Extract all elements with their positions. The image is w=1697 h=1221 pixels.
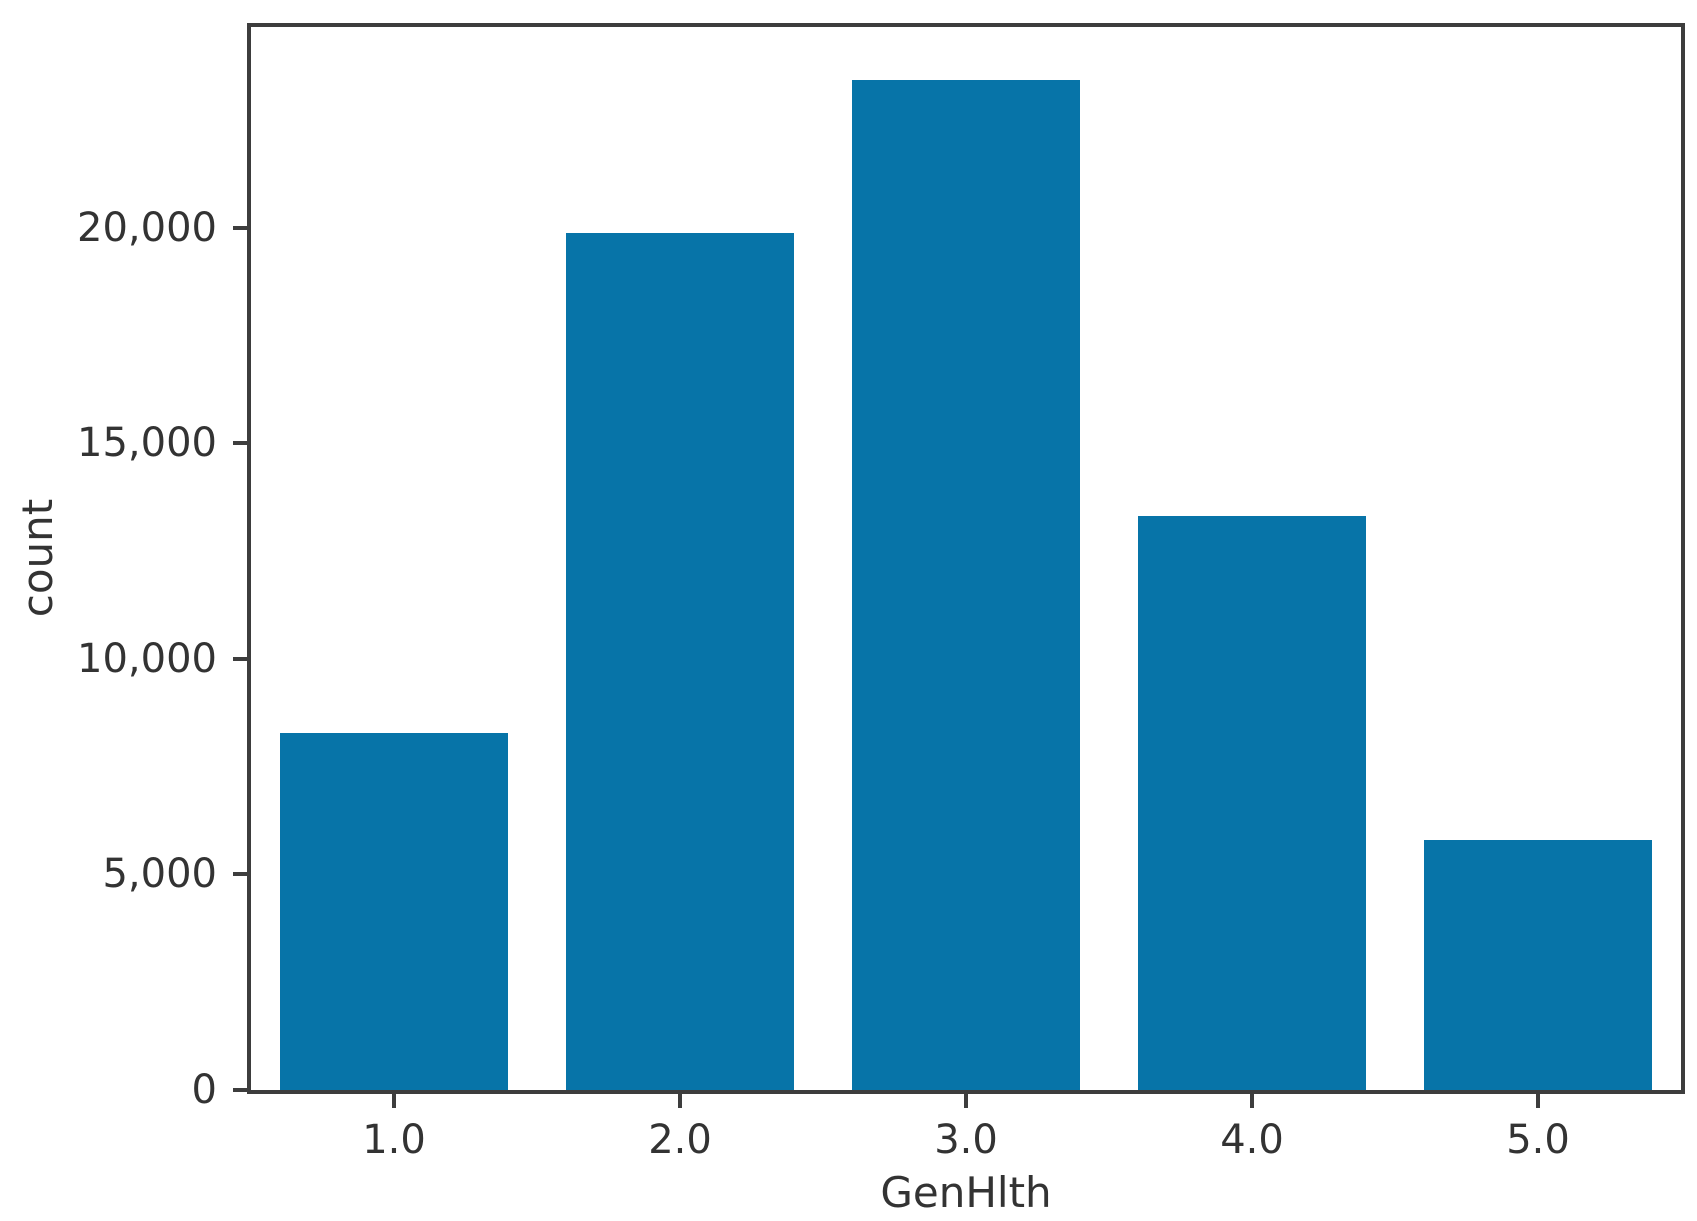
x-tick-label-2.0: 2.0: [648, 1117, 712, 1163]
bar-3.0: [851, 79, 1081, 1090]
y-tick-label-5000: 5,000: [102, 851, 217, 898]
bar-1.0: [279, 732, 509, 1090]
y-axis-title: count: [13, 498, 62, 618]
bar-5.0: [1423, 839, 1653, 1090]
x-tick-label-5.0: 5.0: [1506, 1117, 1570, 1163]
y-tick-label-10000: 10,000: [77, 635, 217, 682]
y-tick-label-0: 0: [191, 1067, 217, 1113]
x-tick-mark-1.0: [392, 1094, 396, 1108]
x-tick-label-4.0: 4.0: [1220, 1117, 1284, 1163]
x-tick-mark-3.0: [964, 1094, 968, 1108]
y-tick-label-20000: 20,000: [77, 204, 217, 251]
x-axis-title: GenHlth: [880, 1168, 1052, 1217]
y-tick-mark-20000: [233, 225, 247, 230]
x-tick-label-3.0: 3.0: [934, 1117, 998, 1163]
x-tick-mark-2.0: [678, 1094, 682, 1108]
x-tick-mark-5.0: [1536, 1094, 1540, 1108]
y-tick-mark-5000: [233, 872, 247, 877]
bars-container: [251, 27, 1681, 1090]
bar-slot-4.0: [1109, 27, 1395, 1090]
bar-slot-2.0: [537, 27, 823, 1090]
y-tick-mark-10000: [233, 656, 247, 661]
bar-slot-3.0: [823, 27, 1109, 1090]
bar-4.0: [1137, 516, 1367, 1090]
bar-slot-5.0: [1395, 27, 1681, 1090]
y-tick-mark-0: [233, 1088, 247, 1092]
bar-slot-1.0: [251, 27, 537, 1090]
y-tick-label-15000: 15,000: [77, 420, 217, 467]
x-tick-label-1.0: 1.0: [362, 1117, 426, 1163]
bar-2.0: [565, 233, 795, 1090]
plot-area: 0 5,000 10,000 15,000 20,000 1.0 2.0 3.0 4.0 5.0: [77, 23, 1685, 1160]
y-tick-mark-15000: [233, 441, 247, 446]
x-tick-mark-4.0: [1250, 1094, 1254, 1108]
